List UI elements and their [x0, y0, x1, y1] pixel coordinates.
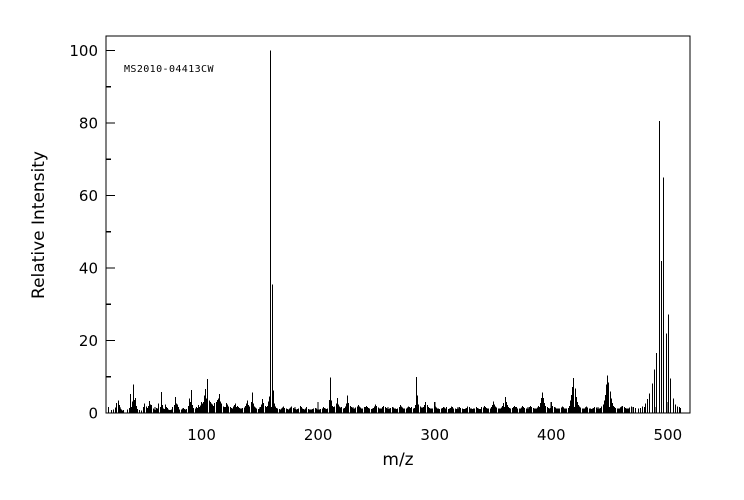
- sample-id-annotation: MS2010-04413CW: [124, 64, 214, 75]
- x-tick-label: 400: [537, 426, 566, 444]
- frame-rect: [105, 35, 691, 414]
- y-axis-ticks: [106, 49, 115, 414]
- y-tick-label: 60: [79, 187, 98, 205]
- y-tick-label: 0: [88, 405, 98, 423]
- x-tick-label: 100: [187, 426, 216, 444]
- y-tick-label: 100: [69, 42, 98, 60]
- plot-frame: [105, 35, 691, 414]
- x-tick-label: 300: [420, 426, 449, 444]
- y-tick-label: 20: [79, 332, 98, 350]
- y-tick-label: 80: [79, 115, 98, 133]
- x-tick-label: 200: [304, 426, 333, 444]
- y-axis-tick-labels: 0 20 40 60 80 100: [69, 42, 98, 423]
- peak-series: [107, 50, 682, 413]
- x-axis-tick-labels: 100 200 300 400 500: [187, 426, 682, 444]
- x-tick-label: 500: [654, 426, 683, 444]
- y-axis-title: Relative Intensity: [29, 151, 49, 299]
- x-axis-title: m/z: [382, 450, 413, 470]
- y-tick-label: 40: [79, 260, 98, 278]
